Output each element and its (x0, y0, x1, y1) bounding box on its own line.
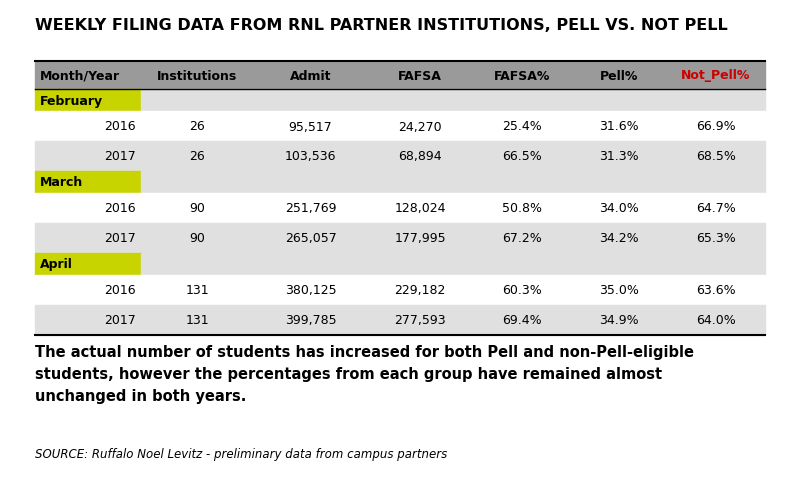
Text: 68,894: 68,894 (399, 150, 442, 163)
Text: February: February (40, 94, 103, 107)
Text: Month/Year: Month/Year (40, 69, 120, 83)
Text: 380,125: 380,125 (285, 284, 336, 297)
Text: 66.9%: 66.9% (696, 120, 736, 133)
Text: 34.0%: 34.0% (599, 202, 639, 215)
Text: March: March (40, 176, 83, 189)
Polygon shape (141, 253, 765, 276)
Text: 26: 26 (189, 150, 205, 163)
Text: 95,517: 95,517 (288, 120, 332, 133)
Text: 69.4%: 69.4% (502, 314, 542, 327)
Text: 2017: 2017 (104, 150, 136, 163)
Text: 2016: 2016 (105, 120, 136, 133)
Text: 68.5%: 68.5% (696, 150, 736, 163)
Polygon shape (35, 142, 765, 172)
Text: 2016: 2016 (105, 284, 136, 297)
Text: 63.6%: 63.6% (696, 284, 736, 297)
Text: 2017: 2017 (104, 314, 136, 327)
Polygon shape (35, 305, 765, 336)
Text: The actual number of students has increased for both Pell and non-Pell-eligible
: The actual number of students has increa… (35, 344, 694, 404)
Text: 64.0%: 64.0% (696, 314, 736, 327)
Polygon shape (141, 90, 765, 112)
Text: 277,593: 277,593 (395, 314, 446, 327)
Text: 67.2%: 67.2% (502, 232, 542, 245)
Polygon shape (35, 224, 765, 253)
Text: WEEKLY FILING DATA FROM RNL PARTNER INSTITUTIONS, PELL VS. NOT PELL: WEEKLY FILING DATA FROM RNL PARTNER INST… (35, 18, 728, 33)
Text: 65.3%: 65.3% (696, 232, 736, 245)
Text: 64.7%: 64.7% (696, 202, 736, 215)
Text: 25.4%: 25.4% (502, 120, 542, 133)
Text: 50.8%: 50.8% (502, 202, 542, 215)
Polygon shape (35, 276, 765, 305)
Text: 90: 90 (189, 202, 205, 215)
Text: 128,024: 128,024 (395, 202, 446, 215)
Text: 265,057: 265,057 (285, 232, 336, 245)
Text: 26: 26 (189, 120, 205, 133)
Text: 31.6%: 31.6% (599, 120, 639, 133)
Polygon shape (35, 90, 141, 112)
Text: 60.3%: 60.3% (502, 284, 542, 297)
Text: 251,769: 251,769 (285, 202, 336, 215)
Text: 229,182: 229,182 (395, 284, 446, 297)
Text: 34.2%: 34.2% (599, 232, 639, 245)
Polygon shape (35, 172, 141, 193)
Text: FAFSA%: FAFSA% (494, 69, 550, 83)
Text: April: April (40, 258, 73, 271)
Text: 131: 131 (185, 314, 209, 327)
Text: 31.3%: 31.3% (599, 150, 639, 163)
Text: 66.5%: 66.5% (502, 150, 542, 163)
Text: Institutions: Institutions (157, 69, 237, 83)
Text: 34.9%: 34.9% (599, 314, 639, 327)
Text: 2016: 2016 (105, 202, 136, 215)
Text: Admit: Admit (290, 69, 332, 83)
Text: 103,536: 103,536 (285, 150, 336, 163)
Polygon shape (35, 112, 765, 142)
Text: 90: 90 (189, 232, 205, 245)
Text: 24,270: 24,270 (399, 120, 442, 133)
Text: 2017: 2017 (104, 232, 136, 245)
Polygon shape (35, 193, 765, 224)
Text: FAFSA: FAFSA (399, 69, 442, 83)
Text: Not_Pell%: Not_Pell% (681, 69, 751, 83)
Text: 35.0%: 35.0% (599, 284, 639, 297)
Polygon shape (35, 62, 765, 90)
Polygon shape (141, 172, 765, 193)
Text: 131: 131 (185, 284, 209, 297)
Text: SOURCE: Ruffalo Noel Levitz - preliminary data from campus partners: SOURCE: Ruffalo Noel Levitz - preliminar… (35, 447, 447, 460)
Polygon shape (35, 253, 141, 276)
Text: 399,785: 399,785 (285, 314, 336, 327)
Text: 177,995: 177,995 (395, 232, 446, 245)
Text: Pell%: Pell% (600, 69, 638, 83)
